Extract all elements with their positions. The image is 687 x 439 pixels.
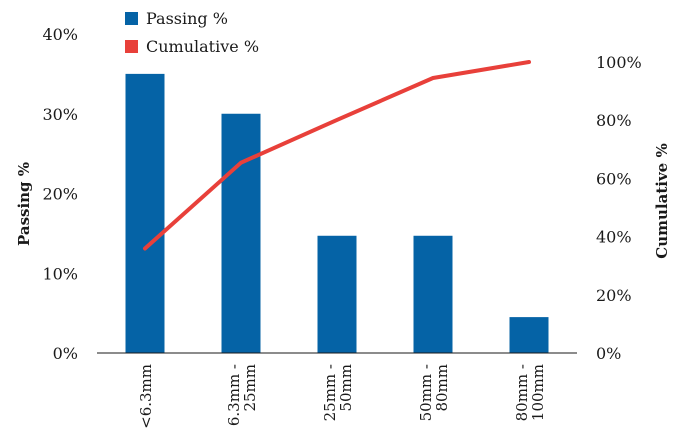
category-label: 25mm -50mm: [321, 364, 355, 421]
y-axis-left-ticks: 0% 10% 20% 30% 40%: [42, 25, 78, 363]
legend-swatch-cumulative: [125, 40, 138, 53]
y-axis-left-tick-label: 30%: [42, 105, 78, 124]
y-axis-left-tick-label: 40%: [42, 25, 78, 44]
bar-passing: [221, 113, 261, 353]
y-axis-right-tick-label: 100%: [596, 53, 642, 72]
y-axis-right-tick-label: 60%: [596, 169, 632, 188]
y-axis-left-tick-label: 0%: [53, 344, 78, 363]
category-label-line: 80mm -: [513, 364, 531, 421]
y-axis-left-tick-label: 20%: [42, 185, 78, 204]
category-label: 50mm -80mm: [417, 364, 451, 421]
y-axis-right-title: Cumulative %: [653, 143, 671, 258]
category-label-line: 25mm: [241, 364, 259, 412]
bar-passing: [125, 73, 165, 353]
category-label-line: <6.3mm: [137, 364, 155, 429]
y-axis-right-tick-label: 40%: [596, 228, 632, 247]
category-label-line: 6.3mm -: [225, 364, 243, 426]
category-label-line: 100mm: [529, 364, 547, 421]
category-label-line: 50mm: [337, 364, 355, 412]
category-label-line: 50mm -: [417, 364, 435, 421]
legend-label-cumulative: Cumulative %: [146, 37, 259, 56]
bar-passing: [509, 317, 549, 353]
category-label: 6.3mm -25mm: [225, 364, 259, 426]
category-label: 80mm -100mm: [513, 364, 547, 421]
y-axis-right-tick-label: 20%: [596, 286, 632, 305]
y-axis-left-title: Passing %: [15, 162, 33, 246]
bar-passing: [413, 235, 453, 353]
y-axis-right-ticks: 0% 20% 40% 60% 80% 100%: [596, 53, 642, 363]
legend: Passing % Cumulative %: [125, 9, 259, 56]
category-label-line: 25mm -: [321, 364, 339, 421]
category-labels: <6.3mm 6.3mm -25mm 25mm -50mm 50mm -80mm 80m…: [137, 364, 547, 429]
y-axis-left-tick-label: 10%: [42, 264, 78, 283]
y-axis-right-tick-label: 0%: [596, 344, 621, 363]
category-label: <6.3mm: [137, 364, 155, 429]
bar-passing: [317, 235, 357, 353]
category-label-line: 80mm: [433, 364, 451, 412]
bars: [125, 73, 549, 353]
legend-swatch-passing: [125, 12, 138, 25]
legend-label-passing: Passing %: [146, 9, 228, 28]
y-axis-right-tick-label: 80%: [596, 111, 632, 130]
cumulative-line: [143, 60, 531, 251]
